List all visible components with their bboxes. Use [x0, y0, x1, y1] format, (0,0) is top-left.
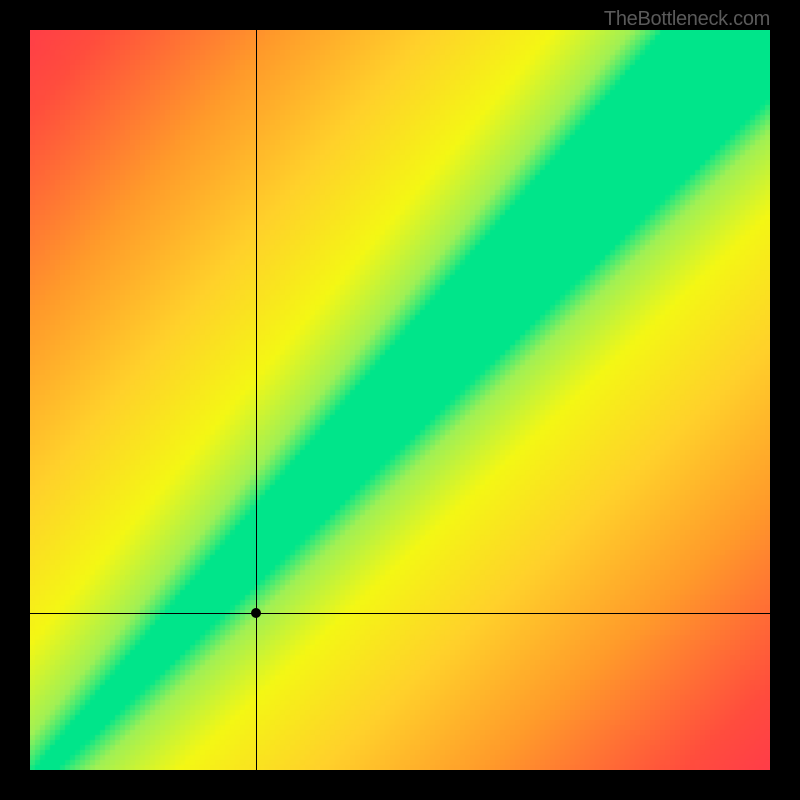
heatmap-canvas	[30, 30, 770, 770]
marker-dot	[251, 608, 261, 618]
plot-area	[30, 30, 770, 770]
watermark-text: TheBottleneck.com	[604, 8, 770, 31]
crosshair-horizontal	[30, 613, 770, 614]
crosshair-vertical	[256, 30, 257, 770]
